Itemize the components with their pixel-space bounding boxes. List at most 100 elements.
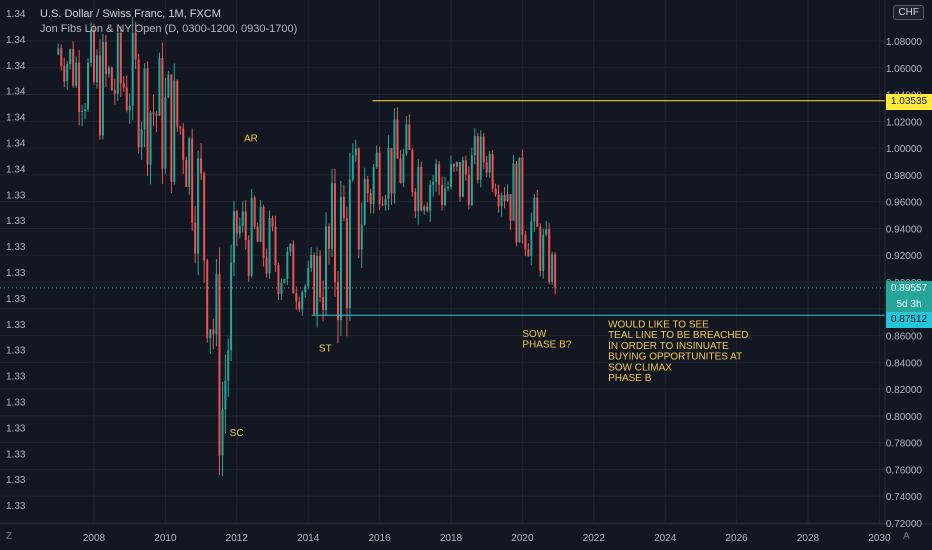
candle-body xyxy=(128,105,131,111)
candle-body xyxy=(533,197,536,222)
candle-body xyxy=(176,80,179,127)
right-axis-tick: 0.78000 xyxy=(886,439,923,450)
candle-body xyxy=(316,255,319,315)
candle-body xyxy=(420,166,423,211)
candle-body xyxy=(283,279,286,283)
symbol-title[interactable]: U.S. Dollar / Swiss Franc, 1M, FXCM xyxy=(40,8,221,20)
chart-annotation: AR xyxy=(244,133,258,144)
candle-body xyxy=(503,195,506,202)
candle-body xyxy=(378,152,381,205)
candle-body xyxy=(363,179,366,225)
candle-body xyxy=(444,188,447,205)
right-axis-tick: 0.98000 xyxy=(886,171,923,182)
candle-body xyxy=(423,206,426,211)
left-axis-tick: 1.33 xyxy=(6,294,26,305)
candle-body xyxy=(95,55,98,83)
candle-body xyxy=(113,90,116,94)
candle-body xyxy=(325,226,328,311)
candle-body xyxy=(227,350,230,381)
candle-body xyxy=(182,128,185,160)
time-axis-tick: 2028 xyxy=(797,533,820,544)
time-axis-tick: 2020 xyxy=(511,533,534,544)
candle-body xyxy=(369,193,372,205)
candle-body xyxy=(342,196,345,219)
candle-body xyxy=(152,112,155,114)
candle-body xyxy=(149,112,152,165)
chart-annotation: TEAL LINE TO BE BREACHED xyxy=(608,330,748,341)
candle-body xyxy=(93,29,95,83)
candle-body xyxy=(78,62,81,113)
candle-body xyxy=(414,191,417,211)
candle-body xyxy=(256,226,259,242)
candle-body xyxy=(81,111,84,113)
right-axis-tick: 0.96000 xyxy=(886,198,923,209)
right-axis-tick: 1.00000 xyxy=(886,144,923,155)
candle-body xyxy=(232,211,235,263)
time-axis-tick: 2010 xyxy=(154,533,177,544)
candle-body xyxy=(360,224,363,250)
candle-body xyxy=(268,218,271,274)
candle-body xyxy=(57,48,60,55)
candle-body xyxy=(137,59,140,148)
right-axis-tick: 1.02000 xyxy=(886,117,923,128)
candle-body xyxy=(438,164,441,185)
chart-annotation: WOULD LIKE TO SEE xyxy=(608,320,709,331)
right-axis-tick: 0.76000 xyxy=(886,465,923,476)
candle-body xyxy=(545,229,548,235)
candles xyxy=(57,17,557,477)
candle-body xyxy=(384,198,387,206)
candle-body xyxy=(331,183,333,249)
time-axis-panel xyxy=(0,524,932,550)
candle-body xyxy=(75,62,78,86)
indicator-legend[interactable]: Jon Fibs Lon & NY Open (D, 0300-1200, 09… xyxy=(40,23,298,35)
candle-body xyxy=(259,206,262,242)
time-axis-tick: 2012 xyxy=(226,533,249,544)
time-axis-tick: 2024 xyxy=(654,533,677,544)
candle-body xyxy=(458,162,461,197)
candle-body xyxy=(238,225,241,234)
candle-body xyxy=(408,124,411,150)
candle-body xyxy=(84,109,87,112)
candle-body xyxy=(280,282,283,295)
candle-body xyxy=(467,174,470,206)
currency-badge[interactable]: CHF xyxy=(893,5,924,20)
left-axis-tick: 1.34 xyxy=(6,139,26,150)
candle-body xyxy=(250,197,253,276)
candle-body xyxy=(60,48,63,67)
candle-body xyxy=(515,163,518,243)
chart-annotation: BUYING OPPORTUNITES AT xyxy=(608,352,742,363)
candle-body xyxy=(506,194,509,202)
right-axis-tick: 0.92000 xyxy=(886,251,923,262)
candle-body xyxy=(131,32,134,106)
candle-body xyxy=(101,41,104,136)
candle-body xyxy=(441,184,444,205)
candle-body xyxy=(247,239,250,276)
candle-body xyxy=(390,148,393,194)
candle-body xyxy=(399,158,402,183)
candle-body xyxy=(488,154,491,173)
candle-body xyxy=(322,297,325,311)
candle-body xyxy=(328,226,331,249)
candle-body xyxy=(548,229,551,282)
candle-body xyxy=(518,157,521,243)
candle-body xyxy=(206,260,209,338)
auto-scale-button[interactable]: A xyxy=(903,531,910,542)
candle-body xyxy=(158,58,161,116)
candle-body xyxy=(527,249,530,257)
candle-body xyxy=(494,188,497,195)
left-axis-tick: 1.33 xyxy=(6,190,26,201)
left-axis-tick: 1.33 xyxy=(6,449,26,460)
teal-level-label: 0.87512 xyxy=(886,312,932,328)
candle-body xyxy=(161,58,164,169)
candle-body xyxy=(313,254,316,315)
zoom-button[interactable]: Z xyxy=(6,531,13,542)
candle-body xyxy=(417,166,420,211)
left-axis-tick: 1.34 xyxy=(6,35,26,46)
candle-body xyxy=(319,255,322,298)
candle-body xyxy=(277,264,280,295)
candle-body xyxy=(497,194,500,207)
candle-body xyxy=(241,211,244,226)
right-axis-tick: 0.94000 xyxy=(886,224,923,235)
candle-body xyxy=(479,136,482,180)
